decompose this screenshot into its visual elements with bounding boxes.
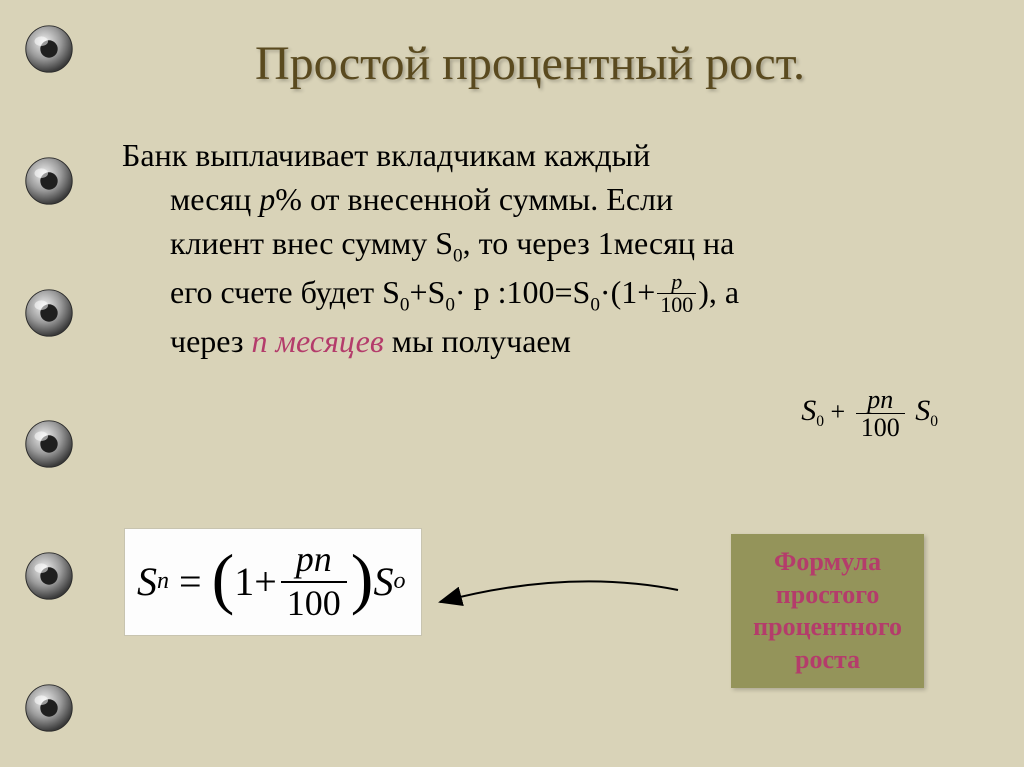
text: месяцев <box>268 323 384 359</box>
text: месяц <box>170 181 259 217</box>
callout-line: роста <box>753 644 902 677</box>
text-line: его счете будет S0+S0· р :100=S0·(1+p100… <box>122 270 934 319</box>
text-line: Банк выплачивает вкладчикам каждый <box>122 133 934 177</box>
slide: Простой процентный рост. Банк выплачивае… <box>0 0 1024 767</box>
text: +S <box>409 274 445 310</box>
sub: 0 <box>445 295 455 316</box>
var-p: р <box>259 181 275 217</box>
fraction: pn 100 <box>281 541 347 623</box>
sub: 0 <box>816 413 824 430</box>
var: S <box>801 394 816 427</box>
den: 100 <box>281 583 347 623</box>
text: % от внесенной суммы. Если <box>275 181 673 217</box>
var: S <box>137 558 157 605</box>
callout-line: процентного <box>753 611 902 644</box>
var: S <box>915 394 930 427</box>
ring-icon <box>20 20 78 78</box>
inline-formula: S0 + pn 100 S0 <box>801 386 938 442</box>
main-formula: Sn = (1+ pn 100 ) So <box>137 541 405 623</box>
fraction: p100 <box>657 271 696 316</box>
ring-icon <box>20 152 78 210</box>
text: клиент внес сумму S <box>170 225 453 261</box>
ring-icon <box>20 415 78 473</box>
slide-title: Простой процентный рост. <box>116 36 944 91</box>
sub: 0 <box>930 413 938 430</box>
text: ), а <box>698 274 739 310</box>
arrow-icon <box>428 560 708 680</box>
text: через <box>170 323 244 359</box>
text-line: месяц р% от внесенной суммы. Если <box>122 177 934 221</box>
var: S <box>373 558 393 605</box>
num: pn <box>281 541 347 583</box>
highlight: п месяцев <box>244 323 384 359</box>
text: его счете будет S <box>170 274 400 310</box>
callout-line: простого <box>753 579 902 612</box>
sub: 0 <box>590 295 600 316</box>
ring-icon <box>20 284 78 342</box>
var-n: п <box>244 323 268 359</box>
body-text: Банк выплачивает вкладчикам каждый месяц… <box>116 133 944 363</box>
ring-icon <box>20 679 78 737</box>
num: pn <box>856 386 905 414</box>
text: ·(1+ <box>600 274 655 310</box>
spiral-binding <box>14 20 84 737</box>
text: мы получаем <box>384 323 571 359</box>
num: p <box>671 269 682 294</box>
sub: 0 <box>453 246 463 267</box>
fraction: pn 100 <box>856 386 905 442</box>
den: 100 <box>856 414 905 441</box>
text-line: через п месяцев мы получаем <box>122 319 934 363</box>
callout-line: Формула <box>753 546 902 579</box>
den: 100 <box>657 294 696 316</box>
main-formula-box: Sn = (1+ pn 100 ) So <box>124 528 422 636</box>
op: + <box>831 397 846 426</box>
sub: o <box>393 568 405 595</box>
text: , то через 1месяц на <box>463 225 735 261</box>
text-line: клиент внес сумму S0, то через 1месяц на <box>122 221 934 270</box>
callout-label: Формула простого процентного роста <box>731 534 924 688</box>
text: · р :100=S <box>455 274 590 310</box>
sub: n <box>157 568 169 595</box>
ring-icon <box>20 547 78 605</box>
